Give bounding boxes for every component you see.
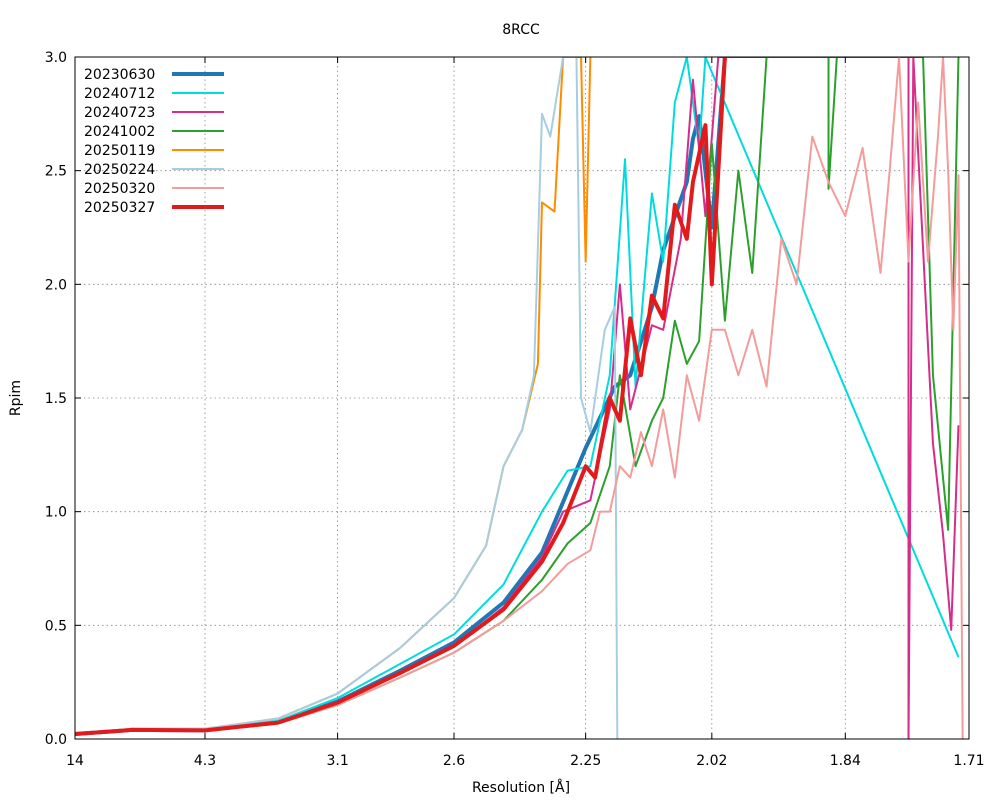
series-clip-group [75, 57, 964, 739]
x-tick-label: 1.84 [830, 753, 861, 769]
plot-frame [74, 56, 970, 740]
series-line-20250320 [75, 57, 964, 739]
legend-label-20240723: 20240723 [84, 105, 155, 121]
series-line-20250224 [75, 57, 619, 739]
y-tick-label: 0.5 [45, 618, 67, 634]
legend-label-20250327: 20250327 [84, 200, 155, 216]
legend-label-20250119: 20250119 [84, 143, 155, 159]
grid-layer [75, 57, 969, 739]
y-tick-label: 1.5 [45, 391, 67, 407]
legend-label-20250320: 20250320 [84, 181, 155, 197]
y-tick-label: 3.0 [45, 50, 67, 66]
x-tick-label: 2.25 [570, 753, 601, 769]
series-line-20230630 [75, 57, 727, 736]
x-axis-title: Resolution [Å] [472, 779, 570, 796]
legend-label-20250224: 20250224 [84, 162, 155, 178]
chart-title: 8RCC [502, 22, 540, 38]
series-layer [75, 57, 964, 739]
x-tick-label: 2.6 [443, 753, 465, 769]
legend: 20230630 20240712 20240723 20241002 20250119… [84, 67, 224, 216]
y-tick-label: 0.0 [45, 732, 67, 748]
y-tick-label: 2.0 [45, 277, 67, 293]
legend-label-20240712: 20240712 [84, 86, 155, 102]
legend-label-20241002: 20241002 [84, 124, 155, 140]
y-tick-label: 1.0 [45, 505, 67, 521]
legend-label-20230630: 20230630 [84, 67, 155, 83]
series-line-20250327 [75, 57, 727, 736]
x-tick-label: 1.71 [953, 753, 984, 769]
y-axis-title: Rpim [8, 380, 24, 416]
x-tick-label: 4.3 [194, 753, 216, 769]
x-tick-label: 14 [66, 753, 84, 769]
x-tick-label: 3.1 [326, 753, 348, 769]
series-line-20240712 [75, 57, 960, 735]
series-line-20241002 [75, 57, 960, 735]
x-tick-label: 2.02 [696, 753, 727, 769]
axis-layer: 0.0 0.5 1.0 1.5 2.0 2.5 3.0 14 4.3 3.1 2.6 2.25 2.02… [45, 50, 985, 769]
y-tick-label: 2.5 [45, 164, 67, 180]
